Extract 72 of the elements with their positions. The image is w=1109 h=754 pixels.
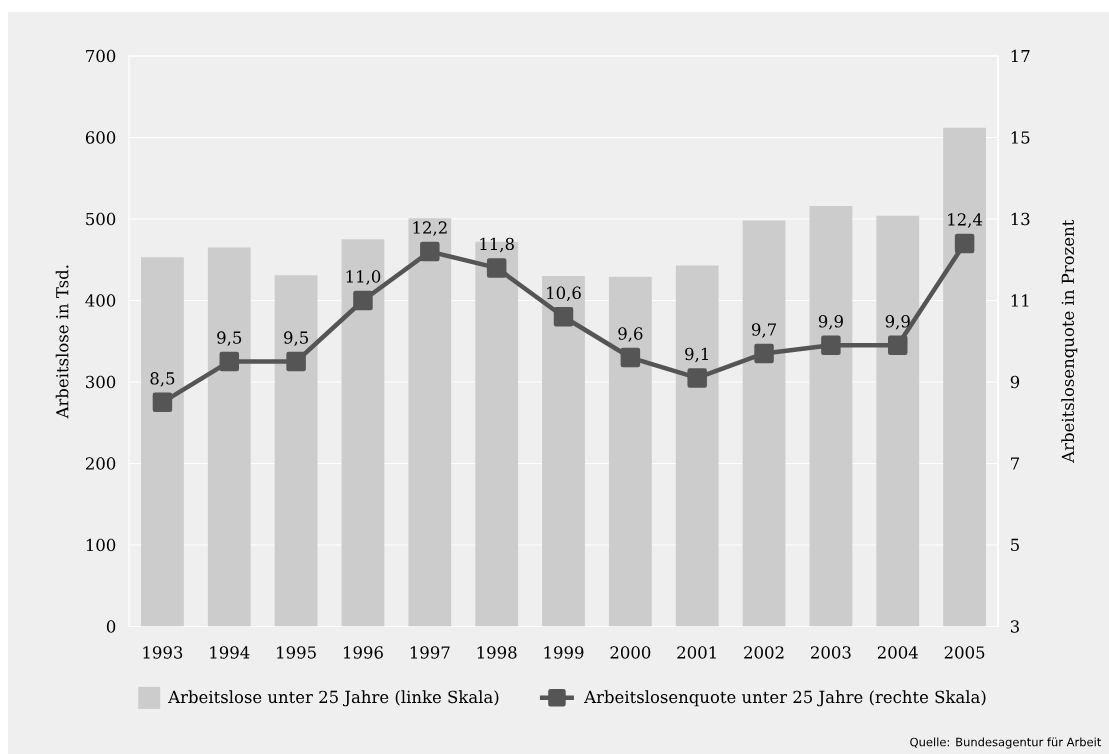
y2-axis-title: Arbeitslosenquote in Prozent (1061, 219, 1078, 463)
y-tick-label: 100 (86, 538, 116, 552)
bar (608, 276, 652, 627)
y2-tick-label: 17 (1011, 49, 1030, 63)
data-label: 11,0 (346, 270, 381, 285)
data-label: 9,5 (284, 331, 308, 346)
y-tick-label: 300 (86, 375, 116, 389)
x-tick-label: 2002 (744, 646, 784, 659)
data-label: 12,4 (948, 213, 983, 228)
y-tick-label: 700 (86, 49, 116, 63)
data-label: 9,5 (217, 331, 242, 346)
bar (876, 215, 920, 627)
bar (274, 275, 318, 627)
x-tick-label: 1994 (210, 646, 250, 659)
point (754, 343, 774, 364)
data-label: 9,1 (685, 347, 708, 363)
point (486, 258, 507, 278)
y-tick-label: 600 (85, 131, 116, 144)
bar (542, 276, 585, 627)
y2-tick-label: 7 (1011, 457, 1020, 470)
y2-tick-label: 11 (1011, 294, 1029, 307)
source-note: Quelle: Bundesagentur für Arbeit (910, 737, 1102, 749)
data-label: 9,7 (751, 323, 776, 338)
y2-tick-label: 9 (1010, 375, 1020, 389)
y2-tick-label: 5 (1011, 538, 1019, 552)
data-label: 12,2 (413, 221, 447, 236)
data-label: 8,5 (150, 372, 175, 387)
point (887, 335, 908, 356)
x-tick-label: 1998 (477, 646, 517, 659)
x-tick-label: 2001 (677, 646, 716, 659)
data-label: 10,6 (547, 286, 581, 302)
x-tick-label: 2000 (610, 646, 651, 659)
bar (141, 257, 184, 627)
point (553, 307, 574, 327)
point (954, 233, 975, 254)
x-tick-label: 1993 (143, 646, 183, 659)
point (620, 347, 641, 368)
x-tick-label: 1996 (343, 646, 383, 659)
point (687, 368, 707, 388)
y-tick-label: 0 (106, 620, 116, 633)
y-tick-label: 400 (85, 294, 116, 307)
y2-tick-label: 3 (1010, 620, 1019, 633)
y-tick-label: 200 (85, 457, 116, 470)
point (821, 335, 841, 356)
data-label: 9,9 (885, 315, 910, 330)
x-tick-label: 2005 (944, 646, 985, 659)
bar (408, 218, 452, 627)
bar (742, 220, 786, 627)
data-label: 9,9 (818, 315, 843, 330)
bar (675, 265, 719, 627)
point (152, 392, 173, 413)
x-tick-label: 1995 (277, 646, 316, 659)
data-label: 11,8 (480, 237, 514, 253)
bar (207, 247, 251, 627)
x-tick-label: 1999 (544, 646, 584, 659)
y2-tick-label: 13 (1011, 212, 1030, 226)
point (219, 351, 240, 372)
bar (341, 239, 385, 627)
legend-label: Arbeitslose unter 25 Jahre (linke Skala) (168, 690, 499, 707)
point (420, 241, 440, 262)
y-axis-title: Arbeitslose in Tsd. (55, 265, 69, 419)
x-tick-label: 1997 (410, 646, 450, 659)
point (353, 290, 373, 311)
data-label: 9,6 (618, 327, 643, 342)
x-tick-label: 2004 (877, 646, 918, 659)
point (286, 351, 306, 372)
bar (943, 127, 986, 627)
bar (809, 205, 853, 627)
x-tick-label: 2003 (811, 646, 851, 659)
y2-tick-label: 15 (1011, 131, 1030, 144)
legend-label: Arbeitslosenquote unter 25 Jahre (rechte Skala) (584, 690, 986, 707)
y-tick-label: 500 (86, 212, 116, 226)
